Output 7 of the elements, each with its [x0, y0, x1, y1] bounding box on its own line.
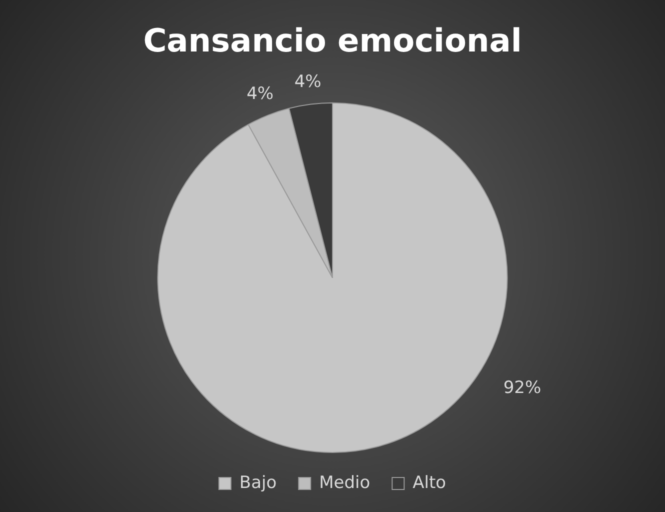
- legend-label: Medio: [319, 472, 370, 493]
- data-label: 4%: [246, 84, 274, 104]
- legend-label: Bajo: [239, 472, 277, 493]
- legend-label: Alto: [412, 472, 446, 493]
- data-label: 92%: [503, 378, 542, 398]
- chart-title: Cansancio emocional: [143, 22, 522, 60]
- data-label: 4%: [294, 72, 322, 92]
